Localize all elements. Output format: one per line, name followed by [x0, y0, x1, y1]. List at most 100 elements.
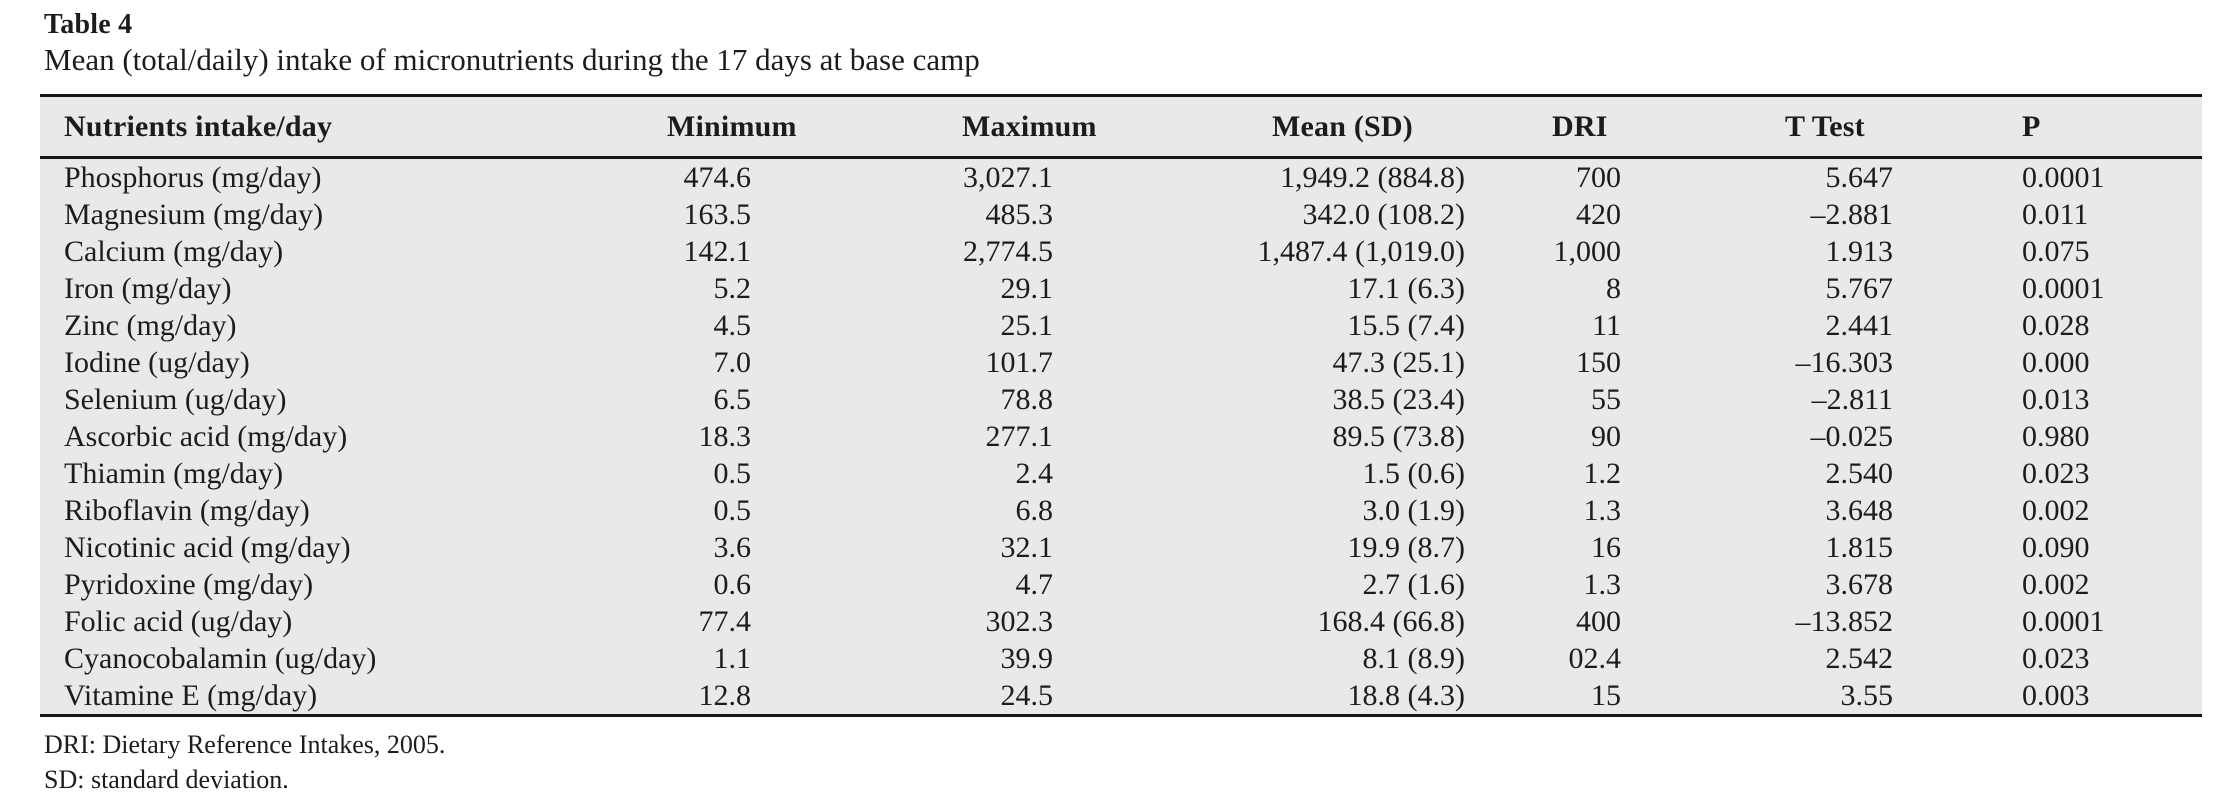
cell-t-test: 5.767 [1825, 272, 1894, 305]
table-number-title: Table 4 [44, 9, 133, 40]
cell-dri: 400 [1576, 605, 1621, 638]
cell-dri: 420 [1576, 198, 1621, 231]
cell-maximum: 25.1 [1000, 309, 1054, 342]
cell-t-test: –13.852 [1795, 605, 1894, 638]
cell-mean-sd: 1,487.4 (1,019.0) [1257, 235, 1465, 268]
cell-dri: 55 [1591, 383, 1621, 416]
cell-maximum: 32.1 [1000, 531, 1054, 564]
cell-dri: 11 [1592, 309, 1621, 342]
cell-nutrient: Cyanocobalamin (ug/day) [64, 642, 377, 675]
cell-p: 0.0001 [2022, 272, 2105, 305]
column-header-p: P [1920, 95, 2202, 159]
cell-dri: 1,000 [1553, 235, 1622, 268]
cell-nutrient: Thiamin (mg/day) [64, 457, 284, 490]
header-row: Nutrients intake/day Minimum Maximum Mea… [40, 95, 2202, 159]
cell-maximum: 24.5 [1000, 679, 1054, 712]
cell-nutrient: Folic acid (ug/day) [64, 605, 293, 638]
cell-dri: 02.4 [1568, 642, 1622, 675]
cell-mean-sd: 342.0 (108.2) [1302, 198, 1465, 231]
cell-minimum: 1.1 [713, 642, 752, 675]
cell-minimum: 0.5 [713, 457, 752, 490]
cell-minimum: 474.6 [683, 161, 752, 194]
cell-t-test: 2.542 [1825, 642, 1894, 675]
cell-p: 0.023 [2022, 457, 2090, 490]
cell-t-test: 3.648 [1825, 494, 1894, 527]
cell-minimum: 6.5 [713, 383, 752, 416]
cell-mean-sd: 168.4 (66.8) [1317, 605, 1465, 638]
cell-t-test: –2.881 [1810, 198, 1894, 231]
cell-t-test: –2.811 [1811, 383, 1893, 416]
cell-t-test: 3.678 [1825, 568, 1894, 601]
table-row: Iodine (ug/day) 7.0 101.7 47.3 (25.1) 15… [40, 344, 2202, 381]
cell-dri: 90 [1591, 420, 1621, 453]
cell-mean-sd: 15.5 (7.4) [1347, 309, 1465, 342]
table-caption: Mean (total/daily) intake of micronutrie… [44, 42, 980, 77]
column-header-t-test: T Test [1650, 95, 1920, 159]
cell-p: 0.023 [2022, 642, 2090, 675]
cell-mean-sd: 38.5 (23.4) [1332, 383, 1465, 416]
cell-maximum: 39.9 [1000, 642, 1054, 675]
cell-p: 0.002 [2022, 494, 2090, 527]
table-row: Thiamin (mg/day) 0.5 2.4 1.5 (0.6) 1.2 2… [40, 455, 2202, 492]
cell-minimum: 163.5 [683, 198, 752, 231]
cell-minimum: 142.1 [683, 235, 752, 268]
cell-maximum: 78.8 [1000, 383, 1054, 416]
cell-dri: 150 [1576, 346, 1621, 379]
cell-mean-sd: 17.1 (6.3) [1347, 272, 1465, 305]
cell-t-test: 2.540 [1825, 457, 1894, 490]
cell-maximum: 101.7 [985, 346, 1054, 379]
cell-minimum: 0.6 [713, 568, 752, 601]
cell-mean-sd: 8.1 (8.9) [1362, 642, 1465, 675]
cell-minimum: 5.2 [713, 272, 752, 305]
cell-p: 0.090 [2022, 531, 2090, 564]
cell-maximum: 2,774.5 [963, 235, 1053, 268]
cell-nutrient: Selenium (ug/day) [64, 383, 287, 416]
table-header: Nutrients intake/day Minimum Maximum Mea… [40, 95, 2202, 159]
cell-mean-sd: 19.9 (8.7) [1347, 531, 1465, 564]
cell-maximum: 4.7 [1015, 568, 1054, 601]
cell-nutrient: Zinc (mg/day) [64, 309, 237, 342]
cell-nutrient: Iodine (ug/day) [64, 346, 250, 379]
column-header-mean-sd: Mean (SD) [1100, 95, 1500, 159]
cell-minimum: 0.5 [713, 494, 752, 527]
table-row: Pyridoxine (mg/day) 0.6 4.7 2.7 (1.6) 1.… [40, 566, 2202, 603]
table-row: Nicotinic acid (mg/day) 3.6 32.1 19.9 (8… [40, 529, 2202, 566]
cell-nutrient: Pyridoxine (mg/day) [64, 568, 314, 601]
cell-dri: 700 [1576, 161, 1621, 194]
cell-mean-sd: 47.3 (25.1) [1332, 346, 1465, 379]
table-row: Zinc (mg/day) 4.5 25.1 15.5 (7.4) 11 2.4… [40, 307, 2202, 344]
footnote-dri: DRI: Dietary Reference Intakes, 2005. [44, 730, 446, 759]
cell-maximum: 3,027.1 [963, 161, 1053, 194]
cell-nutrient: Vitamine E (mg/day) [64, 679, 318, 712]
cell-maximum: 302.3 [985, 605, 1054, 638]
cell-minimum: 4.5 [713, 309, 752, 342]
column-header-maximum: Maximum [800, 95, 1100, 159]
cell-p: 0.003 [2022, 679, 2090, 712]
cell-maximum: 29.1 [1000, 272, 1054, 305]
cell-maximum: 485.3 [985, 198, 1054, 231]
cell-mean-sd: 2.7 (1.6) [1362, 568, 1465, 601]
cell-dri: 1.3 [1583, 494, 1622, 527]
cell-mean-sd: 18.8 (4.3) [1347, 679, 1465, 712]
cell-t-test: 5.647 [1825, 161, 1894, 194]
cell-nutrient: Calcium (mg/day) [64, 235, 284, 268]
micronutrients-table: Nutrients intake/day Minimum Maximum Mea… [40, 94, 2202, 717]
table-row: Selenium (ug/day) 6.5 78.8 38.5 (23.4) 5… [40, 381, 2202, 418]
cell-p: 0.980 [2022, 420, 2090, 453]
cell-p: 0.028 [2022, 309, 2090, 342]
cell-dri: 15 [1591, 679, 1621, 712]
cell-nutrient: Phosphorus (mg/day) [64, 161, 322, 194]
cell-t-test: –0.025 [1810, 420, 1894, 453]
cell-dri: 16 [1591, 531, 1621, 564]
table-row: Calcium (mg/day) 142.1 2,774.5 1,487.4 (… [40, 233, 2202, 270]
table-footnotes: DRI: Dietary Reference Intakes, 2005. SD… [44, 727, 2220, 797]
cell-t-test: 1.913 [1825, 235, 1894, 268]
table-row: Magnesium (mg/day) 163.5 485.3 342.0 (10… [40, 196, 2202, 233]
column-header-dri: DRI [1500, 95, 1650, 159]
cell-maximum: 6.8 [1015, 494, 1054, 527]
cell-t-test: 3.55 [1840, 679, 1894, 712]
cell-minimum: 3.6 [713, 531, 752, 564]
cell-nutrient: Nicotinic acid (mg/day) [64, 531, 351, 564]
cell-p: 0.011 [2022, 198, 2089, 231]
